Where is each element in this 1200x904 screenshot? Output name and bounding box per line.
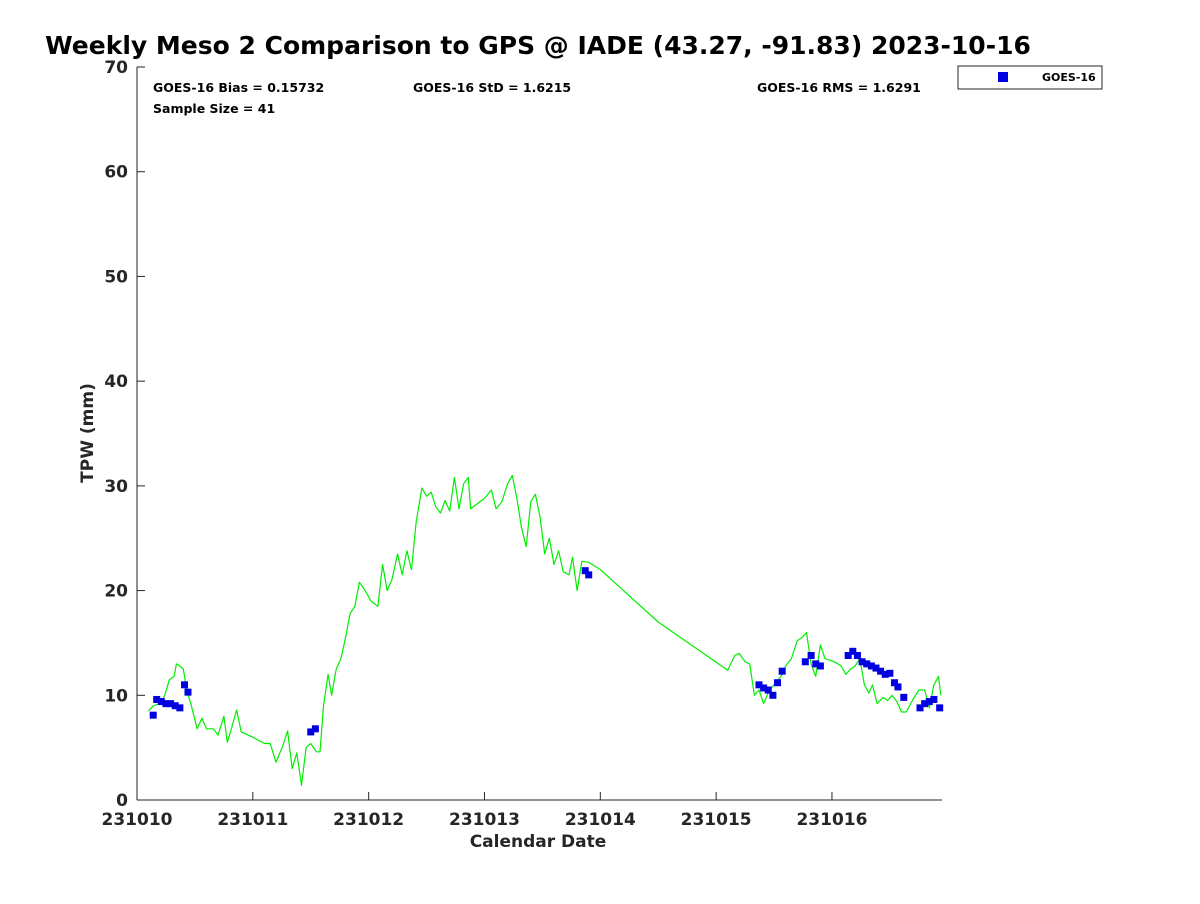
x-tick-label: 231013 [449, 810, 520, 830]
x-tick-label: 231015 [681, 810, 752, 830]
goes16-point [184, 688, 192, 696]
goes16-point [930, 695, 938, 703]
y-tick-label: 0 [116, 791, 128, 811]
legend-marker [998, 72, 1008, 82]
goes16-point [153, 695, 161, 703]
y-tick-label: 60 [104, 163, 128, 183]
rms-stat: GOES-16 RMS = 1.6291 [757, 80, 921, 95]
y-tick-label: 30 [104, 477, 128, 497]
goes16-point [778, 667, 786, 675]
goes16-point [769, 691, 777, 699]
goes16-point [886, 669, 894, 677]
y-tick-label: 10 [104, 686, 128, 706]
goes16-point [585, 571, 593, 579]
goes16-point [180, 681, 188, 689]
goes16-point [162, 700, 170, 708]
goes16-point [916, 704, 924, 712]
goes16-point [167, 700, 175, 708]
y-tick-label: 40 [104, 372, 128, 392]
goes16-point [760, 684, 768, 692]
goes16-point [881, 670, 889, 678]
goes16-point [936, 704, 944, 712]
x-tick-label: 231014 [565, 810, 636, 830]
goes16-point [307, 728, 315, 736]
series-layer [148, 474, 944, 786]
plot-area: 231010 231011 231012 231013 231014 231015 2310… [102, 58, 944, 830]
x-tick-label: 231012 [333, 810, 404, 830]
goes16-point [755, 681, 763, 689]
goes16-point [816, 662, 824, 670]
goes16-point [581, 567, 589, 575]
std-stat: GOES-16 StD = 1.6215 [413, 80, 571, 95]
goes16-point [921, 700, 929, 708]
x-tick-label: 231011 [217, 810, 288, 830]
goes16-point [176, 704, 184, 712]
goes16-point [157, 698, 165, 706]
goes16-point [812, 660, 820, 668]
goes16-point [801, 658, 809, 666]
x-tick-label: 231016 [796, 810, 867, 830]
goes16-point [863, 660, 871, 668]
goes16-point [774, 679, 782, 687]
goes16-point [149, 711, 157, 719]
goes16-point [858, 658, 866, 666]
goes16-point [900, 693, 908, 701]
goes16-point [891, 679, 899, 687]
y-tick-label: 50 [104, 267, 128, 287]
goes16-point [764, 686, 772, 694]
legend-label: GOES-16 [1042, 71, 1096, 84]
goes16-point [867, 662, 875, 670]
x-tick-label: 231010 [102, 810, 173, 830]
goes16-point [872, 664, 880, 672]
goes16-point [877, 667, 885, 675]
legend-box [957, 65, 1103, 90]
goes16-point [844, 651, 852, 659]
bias-stat: GOES-16 Bias = 0.15732 [153, 80, 324, 95]
goes16-point [171, 702, 179, 710]
gps-line [148, 474, 942, 786]
goes16-point [807, 651, 815, 659]
x-ticks: 231010 231011 231012 231013 231014 231015 2310… [102, 792, 867, 830]
stats-annotations: GOES-16 Bias = 0.15732 GOES-16 StD = 1.6… [153, 80, 921, 116]
goes16-point [311, 725, 319, 733]
y-ticks: 0 10 20 30 40 50 60 70 [104, 58, 145, 811]
legend: GOES-16 [957, 65, 1103, 90]
goes16-point [853, 651, 861, 659]
goes16-point [849, 647, 857, 655]
y-tick-label: 20 [104, 582, 128, 602]
goes16-point [925, 698, 933, 706]
y-tick-label: 70 [104, 58, 128, 78]
goes16-point [894, 683, 902, 691]
x-axis-label: Calendar Date [470, 832, 607, 852]
y-axis-label: TPW (mm) [78, 383, 98, 483]
sample-size-stat: Sample Size = 41 [153, 101, 275, 116]
chart-title: Weekly Meso 2 Comparison to GPS @ IADE (… [45, 31, 1031, 60]
